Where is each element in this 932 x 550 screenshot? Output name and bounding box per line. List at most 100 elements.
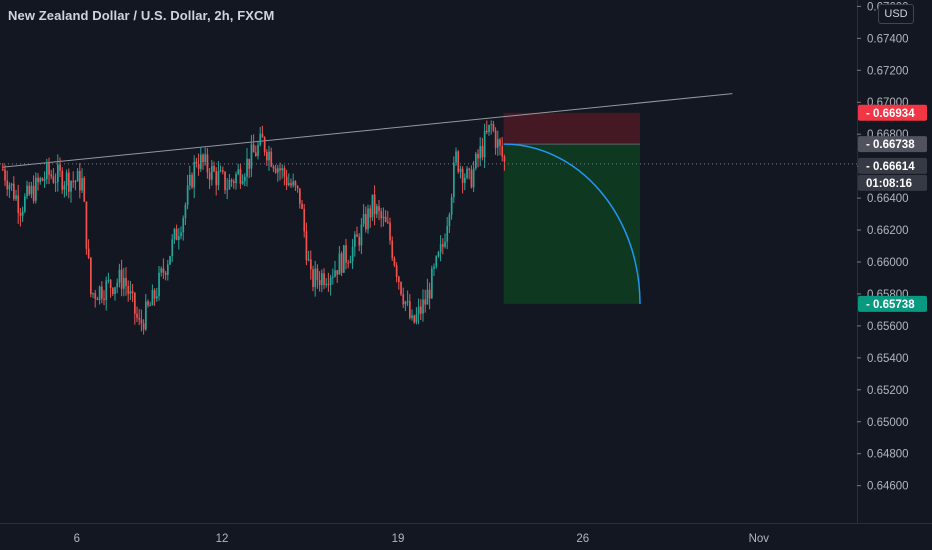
candle-body — [239, 169, 242, 184]
candle-body — [349, 261, 352, 263]
entry-price-tag-bg — [858, 136, 927, 153]
candle-body — [464, 177, 466, 183]
candle-body — [494, 130, 497, 148]
candle-body — [171, 239, 174, 257]
candle-body — [246, 158, 248, 177]
stop-price-tag-bg — [858, 104, 927, 121]
candle-body — [387, 221, 389, 223]
take-profit-zone[interactable] — [503, 144, 640, 304]
candle-body — [415, 314, 418, 323]
candle-body — [486, 130, 488, 133]
candle-body — [59, 164, 61, 171]
candle-body — [224, 171, 226, 191]
candle-body — [10, 183, 13, 186]
candle-body — [360, 224, 363, 246]
candle-body — [380, 211, 383, 219]
candle-body — [453, 162, 455, 198]
candle-body — [448, 214, 451, 227]
candle-body — [17, 195, 20, 213]
candle-body — [112, 287, 114, 294]
candle-body — [57, 164, 59, 183]
candle-body — [21, 211, 24, 216]
candle-body — [167, 264, 169, 275]
candle-body — [318, 280, 321, 286]
candle-body — [92, 293, 94, 295]
candle-body — [50, 174, 53, 177]
candle-body — [180, 232, 182, 237]
candle-body — [290, 183, 292, 186]
candle-body — [65, 172, 68, 186]
candle-body — [54, 182, 57, 184]
currency-button[interactable]: USD — [878, 4, 914, 24]
candle-body — [391, 240, 394, 259]
candle-body — [151, 290, 154, 306]
candle-body — [153, 290, 156, 299]
candle-body — [160, 268, 163, 273]
candle-body — [233, 181, 235, 184]
candle-body — [332, 276, 334, 278]
price-tick-label: 0.65600 — [867, 321, 909, 333]
candle-body — [406, 301, 409, 303]
candle-body — [136, 313, 138, 318]
candle-body — [299, 188, 301, 204]
time-axis[interactable]: 6 12 19 26 Nov — [74, 533, 770, 545]
candle-body — [472, 168, 475, 188]
candle-body — [215, 171, 218, 186]
trendline-layer[interactable] — [1, 93, 733, 168]
candle-body — [323, 273, 325, 285]
candle-body — [477, 153, 479, 159]
candle-body — [237, 169, 240, 174]
candle-body — [213, 165, 215, 172]
candle-body — [103, 298, 105, 301]
candle-body — [274, 168, 277, 173]
candle-body — [356, 234, 358, 237]
candle-body — [376, 206, 378, 215]
stop-loss-zone[interactable] — [503, 112, 640, 145]
candle-body — [367, 208, 369, 230]
projection-curve[interactable] — [503, 143, 641, 304]
candle-body — [398, 276, 400, 283]
candle-body — [129, 291, 132, 294]
candle-body — [19, 212, 22, 216]
candle-body — [74, 181, 77, 183]
candle-body — [147, 301, 149, 306]
target-price-tag: - 0.65738 — [866, 299, 915, 311]
candle-body — [301, 203, 303, 209]
candle-body — [281, 168, 284, 171]
candle-body — [145, 301, 147, 330]
candle-body — [279, 168, 281, 171]
candle-body — [470, 170, 473, 188]
candle-body — [222, 170, 224, 172]
price-tick-label: 0.64600 — [867, 481, 909, 493]
candle-body — [395, 265, 398, 277]
candle-body — [138, 317, 141, 320]
candle-body — [437, 252, 440, 257]
resistance-trendline[interactable] — [1, 93, 733, 168]
candle-body — [120, 269, 123, 289]
candle-body — [327, 283, 330, 285]
candle-body — [413, 315, 416, 323]
candle-body — [250, 144, 253, 169]
candle-body — [211, 165, 213, 180]
time-tick-label: 6 — [74, 533, 80, 545]
candle-body — [312, 269, 314, 287]
candle-body — [15, 195, 17, 200]
candle-body — [87, 248, 90, 258]
candle-body — [492, 124, 495, 131]
candle-body — [206, 154, 209, 173]
candle-body — [43, 179, 46, 181]
candle-body — [149, 305, 152, 307]
candle-body — [450, 197, 453, 215]
candle-body — [105, 280, 108, 301]
candle-body — [307, 259, 310, 261]
candle-body — [191, 174, 193, 188]
candle-body — [422, 299, 424, 314]
candle-body — [288, 183, 290, 186]
projection-curve-layer[interactable] — [503, 143, 641, 304]
candle-body — [13, 183, 15, 200]
candle-body — [41, 178, 44, 181]
candle-body — [270, 151, 273, 167]
candle-body — [263, 137, 266, 153]
price-tags: - 0.66934 - 0.66738 - 0.66614 01:08:16 - 0.6… — [858, 104, 927, 312]
